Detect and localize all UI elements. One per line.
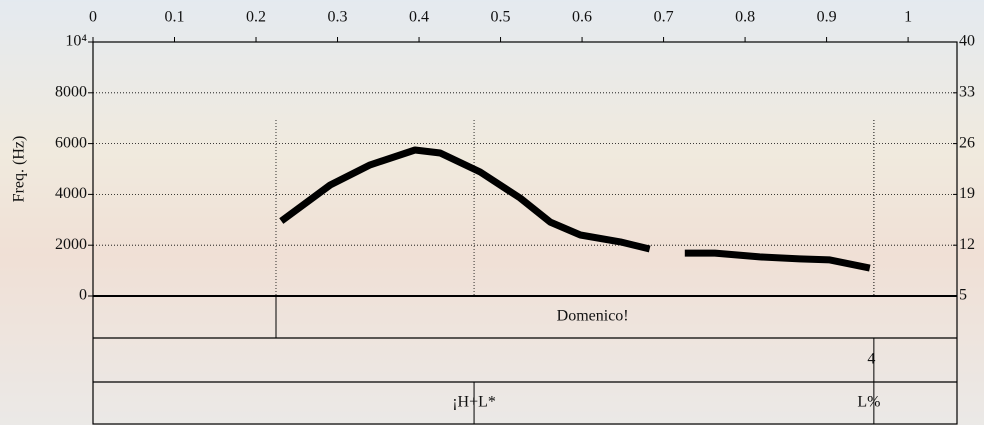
x-tick-label: 0.2 [246, 9, 266, 26]
tier-label: ¡H+L* [452, 394, 496, 411]
x-tick-label: 0.8 [735, 9, 755, 26]
x-tick-label: 0.1 [165, 9, 185, 26]
y-tick-label: 4000 [55, 185, 87, 202]
x-tick-label: 0.3 [328, 9, 348, 26]
y2-tick-label: 19 [959, 185, 975, 202]
y-axis-label: Freq. (Hz) [11, 136, 28, 203]
x-tick-label: 0.9 [817, 9, 837, 26]
y2-tick-label: 40 [959, 33, 975, 50]
y2-tick-label: 5 [959, 287, 967, 304]
x-tick-label: 0.5 [491, 9, 511, 26]
x-tick-label: 0 [89, 9, 97, 26]
y-tick-label: 8000 [55, 83, 87, 100]
y-tick-label: 0 [79, 287, 87, 304]
y-tick-label: 10⁴ [65, 33, 87, 50]
y2-tick-label: 33 [959, 83, 975, 100]
y-tick-label: 6000 [55, 134, 87, 151]
y-tick-label: 2000 [55, 236, 87, 253]
x-tick-label: 0.6 [572, 9, 592, 26]
tier-label: Domenico! [557, 308, 629, 325]
tier-label: L% [857, 394, 880, 411]
y2-tick-label: 12 [959, 236, 975, 253]
x-tick-label: 0.7 [654, 9, 674, 26]
x-tick-label: 1 [904, 9, 912, 26]
pitch-track [684, 249, 871, 272]
tier-label: 4 [867, 351, 875, 368]
pitch-track [279, 146, 651, 253]
x-tick-label: 0.4 [409, 9, 429, 26]
y2-tick-label: 26 [959, 134, 975, 151]
frame [92, 41, 958, 425]
